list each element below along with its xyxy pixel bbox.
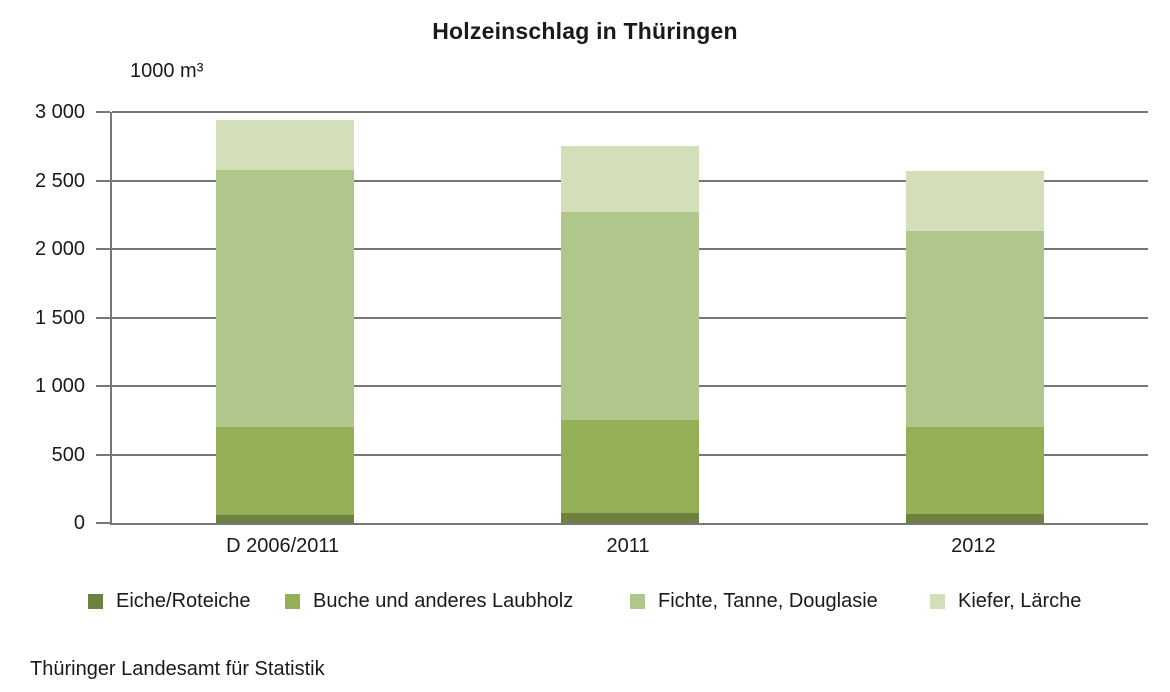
y-axis-tick <box>96 385 110 387</box>
y-axis-tick <box>96 453 110 456</box>
y-axis-tick-label: 500 <box>51 443 85 466</box>
y-axis-tick-label: 2 500 <box>34 169 85 192</box>
y-axis-tick <box>96 179 110 182</box>
source-label: Thüringer Landesamt für Statistik <box>30 658 325 680</box>
bar-2011 <box>561 145 699 523</box>
legend: Eiche/Roteiche Buche und anderes Laubholz… <box>0 587 1170 615</box>
bar-segment <box>906 231 1045 428</box>
chart-title: Holzeinschlag in Thüringen <box>432 18 738 44</box>
bar-segment <box>561 145 699 213</box>
plot-area <box>110 111 1148 525</box>
bar-segment <box>215 427 354 515</box>
legend-item: Fichte, Tanne, Douglasie <box>630 587 878 615</box>
legend-label: Fichte, Tanne, Douglasie <box>658 589 878 612</box>
bar-segment <box>906 514 1045 523</box>
y-axis-tick-labels: 3 000 2 500 2 000 1 500 1 000 500 0 <box>0 101 85 534</box>
legend-swatch-icon <box>630 593 645 609</box>
legend-label: Eiche/Roteiche <box>116 589 251 612</box>
x-axis-label: 2011 <box>606 535 650 557</box>
legend-label: Buche und anderes Laubholz <box>313 589 574 612</box>
y-axis-tick <box>96 316 110 319</box>
bar-segment <box>906 170 1045 232</box>
legend-label: Kiefer, Lärche <box>958 589 1082 612</box>
legend-swatch-icon <box>88 593 103 609</box>
bar-segment <box>215 169 354 428</box>
y-axis-tick <box>96 522 110 524</box>
y-axis-tick-label: 3 000 <box>34 101 85 123</box>
bar-2012 <box>906 170 1045 523</box>
y-axis-tick-label: 0 <box>73 512 85 534</box>
legend-item: Kiefer, Lärche <box>930 587 1081 615</box>
bar-segment <box>561 212 699 420</box>
x-axis-label: D 2006/2011 <box>226 535 340 557</box>
legend-item: Eiche/Roteiche <box>88 587 251 615</box>
y-axis-tick-label: 2 000 <box>34 238 85 260</box>
legend-swatch-icon <box>285 593 300 609</box>
y-axis-tick-label: 1 000 <box>34 375 85 397</box>
x-axis-label: 2012 <box>951 535 996 557</box>
y-axis-tick-label: 1 500 <box>34 306 85 329</box>
legend-swatch-icon <box>930 593 945 609</box>
legend-item: Buche und anderes Laubholz <box>285 587 573 615</box>
bar-segment <box>561 513 699 523</box>
bar-segment <box>215 120 354 170</box>
bar-segment <box>906 427 1045 515</box>
bar-D 2006/2011 <box>215 120 354 523</box>
gridline <box>112 111 1148 113</box>
bar-segment <box>561 419 699 514</box>
y-axis-tick <box>96 248 110 250</box>
bar-segment <box>215 514 354 523</box>
y-axis-unit-label: 1000 m³ <box>130 60 204 82</box>
y-axis-tick <box>96 111 110 113</box>
